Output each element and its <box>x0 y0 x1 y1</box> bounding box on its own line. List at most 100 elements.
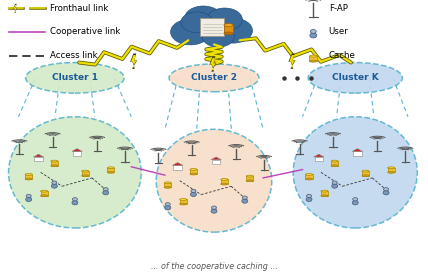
FancyBboxPatch shape <box>224 25 233 33</box>
Ellipse shape <box>190 173 197 175</box>
Ellipse shape <box>41 190 48 192</box>
FancyBboxPatch shape <box>180 200 187 204</box>
Ellipse shape <box>321 190 328 192</box>
Polygon shape <box>352 149 363 152</box>
FancyBboxPatch shape <box>306 175 312 179</box>
FancyBboxPatch shape <box>221 180 228 184</box>
Ellipse shape <box>25 178 32 180</box>
Circle shape <box>353 198 358 201</box>
Text: Fronthaul link: Fronthaul link <box>50 4 108 13</box>
FancyBboxPatch shape <box>25 175 32 179</box>
Ellipse shape <box>309 60 317 62</box>
FancyBboxPatch shape <box>247 176 253 181</box>
Ellipse shape <box>247 180 253 182</box>
Polygon shape <box>209 56 216 71</box>
FancyBboxPatch shape <box>362 171 369 176</box>
Ellipse shape <box>242 199 248 203</box>
Text: Cooperative link: Cooperative link <box>50 28 120 36</box>
Polygon shape <box>288 53 295 69</box>
Ellipse shape <box>306 197 312 202</box>
Ellipse shape <box>190 192 196 197</box>
Ellipse shape <box>309 55 317 57</box>
FancyBboxPatch shape <box>51 161 58 166</box>
Ellipse shape <box>107 167 114 169</box>
Ellipse shape <box>169 64 259 92</box>
Circle shape <box>103 188 108 191</box>
Ellipse shape <box>165 206 171 210</box>
Ellipse shape <box>107 172 114 173</box>
Ellipse shape <box>388 167 395 169</box>
Ellipse shape <box>306 178 312 180</box>
Text: Cluster 1: Cluster 1 <box>52 73 98 82</box>
Ellipse shape <box>180 203 187 205</box>
Ellipse shape <box>383 191 389 195</box>
Circle shape <box>310 29 316 33</box>
Polygon shape <box>14 5 17 12</box>
FancyBboxPatch shape <box>164 183 171 187</box>
FancyBboxPatch shape <box>321 191 328 196</box>
Polygon shape <box>72 149 82 152</box>
Ellipse shape <box>9 117 141 228</box>
Circle shape <box>242 196 247 199</box>
Bar <box>34 157 43 161</box>
Ellipse shape <box>332 184 338 188</box>
Ellipse shape <box>72 201 78 205</box>
Polygon shape <box>210 58 216 70</box>
Ellipse shape <box>221 178 228 180</box>
Polygon shape <box>289 55 295 67</box>
Text: Cluster 2: Cluster 2 <box>191 73 237 82</box>
Text: Cache: Cache <box>329 51 356 60</box>
Ellipse shape <box>306 173 312 175</box>
Text: User: User <box>329 28 348 36</box>
Circle shape <box>184 6 222 30</box>
Bar <box>353 152 362 156</box>
Ellipse shape <box>103 191 109 195</box>
Ellipse shape <box>293 117 417 228</box>
Ellipse shape <box>164 182 171 184</box>
Polygon shape <box>211 157 221 160</box>
Ellipse shape <box>247 175 253 177</box>
Ellipse shape <box>211 209 217 213</box>
Ellipse shape <box>51 165 58 167</box>
Bar <box>315 157 323 161</box>
FancyBboxPatch shape <box>190 169 197 174</box>
Ellipse shape <box>331 160 338 162</box>
Ellipse shape <box>224 32 233 35</box>
Ellipse shape <box>331 165 338 167</box>
FancyBboxPatch shape <box>388 168 395 172</box>
Ellipse shape <box>164 187 171 188</box>
Ellipse shape <box>26 197 32 202</box>
Ellipse shape <box>41 195 48 197</box>
Bar <box>173 165 182 170</box>
Ellipse shape <box>25 173 32 175</box>
Text: Cluster K: Cluster K <box>332 73 379 82</box>
Circle shape <box>72 198 77 201</box>
Ellipse shape <box>310 33 317 38</box>
Ellipse shape <box>51 160 58 162</box>
Ellipse shape <box>362 170 369 172</box>
Ellipse shape <box>224 24 233 26</box>
FancyBboxPatch shape <box>107 168 114 172</box>
Circle shape <box>383 188 389 191</box>
Circle shape <box>170 19 211 45</box>
Circle shape <box>191 189 196 193</box>
Polygon shape <box>13 4 17 13</box>
Polygon shape <box>130 53 137 69</box>
FancyBboxPatch shape <box>41 191 48 196</box>
Polygon shape <box>172 163 183 165</box>
Ellipse shape <box>352 201 358 205</box>
Circle shape <box>26 194 31 198</box>
FancyBboxPatch shape <box>82 171 89 176</box>
Ellipse shape <box>388 172 395 173</box>
Ellipse shape <box>180 198 187 200</box>
Ellipse shape <box>221 183 228 185</box>
Ellipse shape <box>156 129 272 232</box>
Circle shape <box>332 181 337 184</box>
Circle shape <box>306 194 312 198</box>
Ellipse shape <box>82 175 89 177</box>
FancyBboxPatch shape <box>331 161 338 166</box>
Bar <box>73 152 81 156</box>
Circle shape <box>165 203 170 206</box>
Circle shape <box>207 8 242 31</box>
Text: F-AP: F-AP <box>329 4 348 13</box>
